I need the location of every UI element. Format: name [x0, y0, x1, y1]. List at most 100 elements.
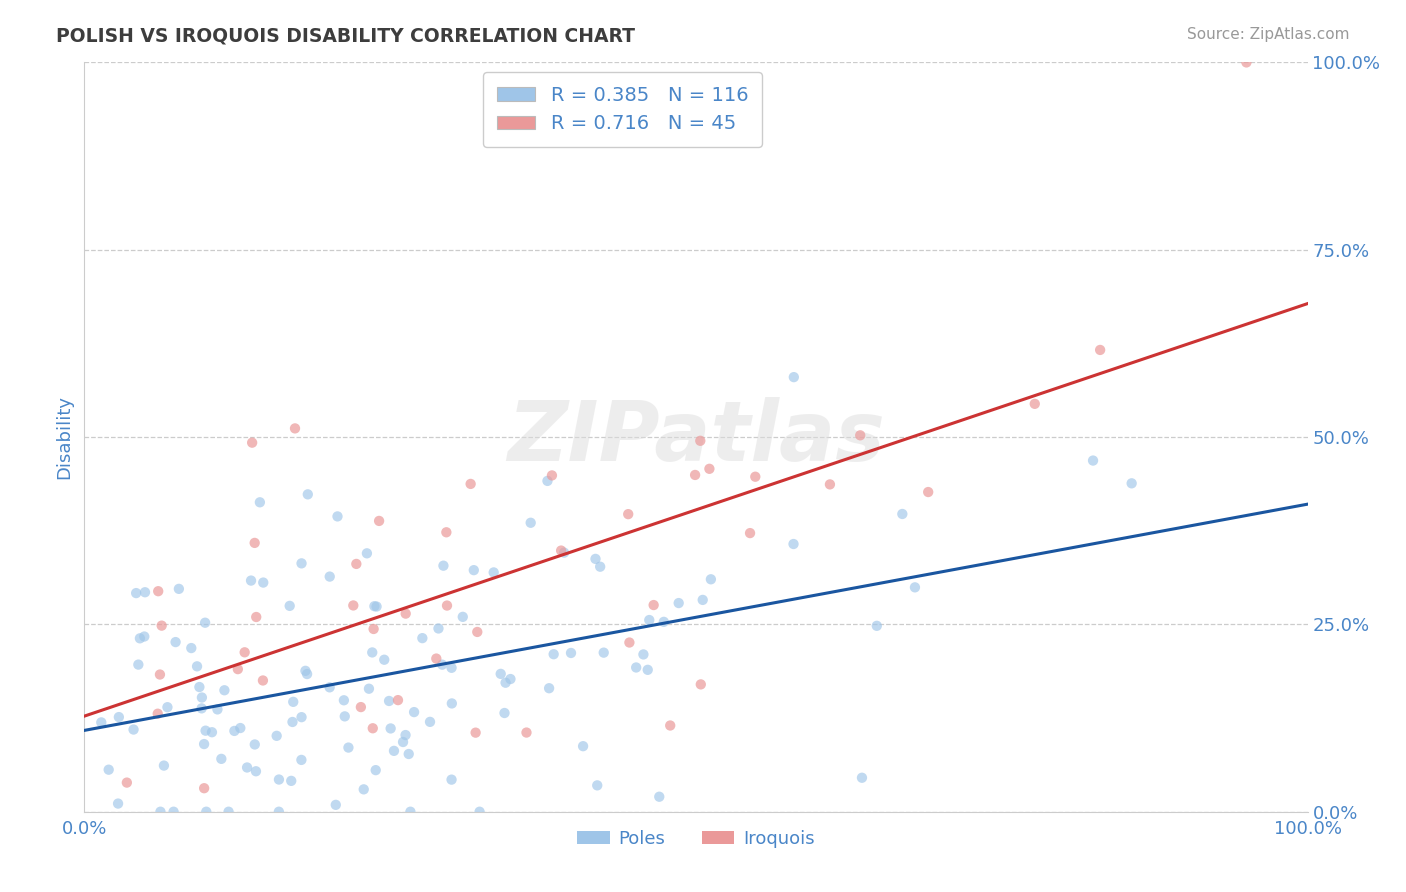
- Point: [108, 710, 131, 724]
- Point: [652, 615, 675, 629]
- Point: [589, 559, 612, 574]
- Point: [585, 552, 607, 566]
- Point: [284, 421, 307, 435]
- Point: [659, 718, 682, 732]
- Point: [353, 782, 375, 797]
- Point: [333, 693, 356, 707]
- Point: [399, 805, 422, 819]
- Point: [245, 610, 267, 624]
- Point: [499, 672, 522, 686]
- Point: [432, 558, 454, 573]
- Point: [344, 557, 367, 571]
- Point: [134, 630, 156, 644]
- Point: [153, 758, 176, 772]
- Point: [245, 764, 267, 779]
- Point: [207, 702, 229, 716]
- Point: [866, 619, 889, 633]
- Point: [380, 722, 402, 736]
- Point: [252, 673, 274, 688]
- Point: [107, 797, 129, 811]
- Point: [744, 469, 766, 483]
- Point: [419, 714, 441, 729]
- Point: [851, 771, 873, 785]
- Point: [243, 738, 266, 752]
- Point: [337, 740, 360, 755]
- Point: [188, 680, 211, 694]
- Point: [543, 647, 565, 661]
- Point: [782, 537, 804, 551]
- Point: [134, 585, 156, 599]
- Point: [218, 805, 240, 819]
- Point: [550, 543, 572, 558]
- Point: [398, 747, 420, 761]
- Point: [214, 683, 236, 698]
- Point: [617, 507, 640, 521]
- Point: [97, 763, 120, 777]
- Point: [361, 645, 384, 659]
- Text: Source: ZipAtlas.com: Source: ZipAtlas.com: [1187, 27, 1350, 42]
- Point: [1236, 55, 1258, 70]
- Point: [541, 468, 564, 483]
- Point: [440, 661, 463, 675]
- Point: [252, 575, 274, 590]
- Point: [463, 563, 485, 577]
- Point: [195, 805, 218, 819]
- Point: [342, 599, 364, 613]
- Point: [465, 624, 488, 639]
- Point: [538, 681, 561, 696]
- Point: [201, 725, 224, 739]
- Point: [818, 477, 841, 491]
- Point: [434, 525, 457, 540]
- Point: [127, 657, 149, 672]
- Point: [90, 715, 112, 730]
- Point: [294, 664, 316, 678]
- Point: [281, 714, 304, 729]
- Point: [1081, 453, 1104, 467]
- Point: [692, 593, 714, 607]
- Point: [495, 675, 517, 690]
- Point: [1024, 397, 1046, 411]
- Point: [592, 646, 614, 660]
- Point: [290, 557, 312, 571]
- Point: [150, 618, 173, 632]
- Point: [267, 805, 290, 819]
- Point: [519, 516, 541, 530]
- Point: [494, 706, 516, 720]
- Point: [240, 574, 263, 588]
- Point: [325, 797, 347, 812]
- Point: [387, 693, 409, 707]
- Point: [115, 775, 138, 789]
- Point: [648, 789, 671, 804]
- Point: [425, 651, 447, 665]
- Point: [122, 723, 145, 737]
- Point: [363, 599, 385, 614]
- Point: [515, 725, 537, 739]
- Point: [356, 546, 378, 560]
- Text: POLISH VS IROQUOIS DISABILITY CORRELATION CHART: POLISH VS IROQUOIS DISABILITY CORRELATIO…: [56, 27, 636, 45]
- Y-axis label: Disability: Disability: [55, 395, 73, 479]
- Point: [165, 635, 187, 649]
- Point: [186, 659, 208, 673]
- Point: [167, 582, 190, 596]
- Point: [357, 681, 380, 696]
- Point: [1121, 476, 1143, 491]
- Point: [624, 660, 647, 674]
- Point: [689, 677, 711, 691]
- Point: [280, 773, 302, 788]
- Point: [904, 580, 927, 594]
- Point: [699, 462, 721, 476]
- Point: [404, 705, 426, 719]
- Point: [683, 467, 706, 482]
- Point: [224, 723, 246, 738]
- Point: [633, 648, 655, 662]
- Point: [297, 487, 319, 501]
- Point: [326, 509, 349, 524]
- Point: [382, 744, 405, 758]
- Point: [619, 635, 641, 649]
- Point: [489, 666, 512, 681]
- Point: [668, 596, 690, 610]
- Point: [440, 772, 463, 787]
- Point: [1088, 343, 1111, 357]
- Point: [411, 631, 433, 645]
- Point: [572, 739, 595, 754]
